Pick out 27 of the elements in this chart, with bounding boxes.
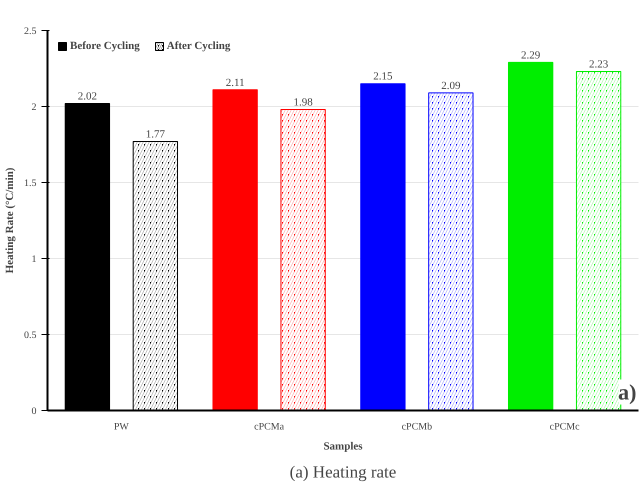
x-tick-label: PW bbox=[114, 422, 130, 432]
y-axis-title: Heating Rate (°C/min) bbox=[4, 167, 16, 274]
bar bbox=[360, 83, 406, 410]
data-label: 2.02 bbox=[78, 90, 98, 102]
bar bbox=[212, 89, 258, 410]
legend-label: After Cycling bbox=[166, 40, 230, 52]
y-tick-label: 0 bbox=[32, 406, 36, 417]
x-tick-label: cPCMb bbox=[402, 422, 432, 432]
legend-label: Before Cycling bbox=[70, 40, 140, 52]
text: (a) Heating rate bbox=[290, 462, 396, 482]
data-label: 1.98 bbox=[293, 96, 314, 109]
data-label: 2.29 bbox=[521, 49, 541, 62]
y-tick-label: 1 bbox=[32, 254, 36, 265]
data-label: 2.09 bbox=[441, 80, 461, 92]
data-label: 1.77 bbox=[146, 128, 166, 140]
y-tick-label: 1.5 bbox=[24, 178, 36, 189]
bar bbox=[508, 62, 554, 410]
data-label: 2.23 bbox=[588, 58, 609, 71]
data-label: 2.11 bbox=[226, 76, 245, 89]
annotation: a) bbox=[618, 380, 636, 404]
x-tick-label: cPCMa bbox=[254, 422, 285, 432]
y-tick-label: 2 bbox=[32, 102, 36, 113]
x-tick-label: cPCMc bbox=[550, 422, 580, 432]
y-tick-label: 0.5 bbox=[24, 330, 36, 341]
x-axis-title: Samples bbox=[323, 440, 364, 452]
data-label: 2.15 bbox=[373, 70, 394, 83]
y-tick-label: 2.5 bbox=[24, 26, 36, 37]
